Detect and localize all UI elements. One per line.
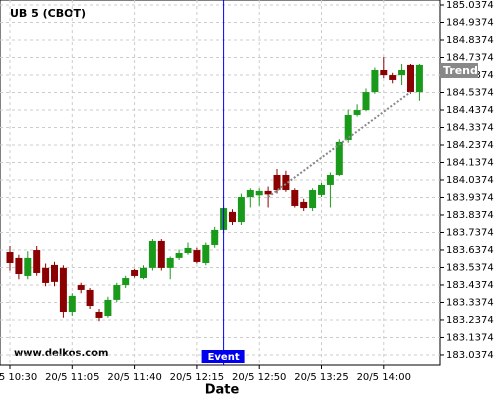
candle-body bbox=[398, 69, 406, 76]
x-tick-label: 20/5 12:50 bbox=[232, 372, 286, 383]
candle-body bbox=[353, 110, 361, 115]
watermark: www.delkos.com bbox=[14, 348, 108, 359]
y-tick-label: 183.1374 bbox=[446, 332, 494, 343]
y-tick-label: 183.7374 bbox=[446, 227, 494, 238]
candle-body bbox=[362, 92, 370, 111]
candle-body bbox=[255, 190, 263, 196]
candle-body bbox=[6, 251, 14, 263]
candle-body bbox=[380, 69, 388, 76]
candle-body bbox=[211, 229, 219, 245]
candle-body bbox=[59, 267, 67, 312]
y-tick-label: 183.4374 bbox=[446, 280, 494, 291]
candle-body bbox=[15, 257, 23, 275]
candle-body bbox=[86, 289, 94, 307]
event-label: Event bbox=[208, 352, 240, 363]
candle-body bbox=[77, 285, 85, 290]
y-tick-label: 183.8374 bbox=[446, 210, 494, 221]
candle-body bbox=[326, 174, 334, 185]
y-tick-label: 184.3374 bbox=[446, 122, 494, 133]
x-tick-label: 20/5 12:15 bbox=[170, 372, 224, 383]
trend-label: Trend bbox=[443, 64, 478, 77]
candle-body bbox=[42, 267, 50, 283]
candle-body bbox=[193, 250, 201, 262]
candle-body bbox=[344, 114, 352, 140]
y-tick-label: 183.3374 bbox=[446, 297, 494, 308]
trend-label-box bbox=[440, 63, 478, 78]
x-tick-label: 20/5 10:30 bbox=[0, 372, 37, 383]
candle-body bbox=[371, 69, 379, 93]
x-tick-label: 20/5 13:25 bbox=[294, 372, 348, 383]
x-tick-label: 20/5 11:40 bbox=[107, 372, 161, 383]
candle-body bbox=[113, 285, 121, 300]
candle-body bbox=[68, 295, 76, 312]
candle-body bbox=[33, 250, 41, 273]
candle-body bbox=[104, 299, 112, 317]
candle-body bbox=[407, 64, 414, 93]
candle-body bbox=[51, 264, 58, 282]
candle-body bbox=[229, 211, 236, 223]
candle-body bbox=[415, 64, 423, 93]
y-tick-label: 183.5374 bbox=[446, 262, 494, 273]
candle-body bbox=[335, 141, 343, 175]
y-tick-label: 184.2374 bbox=[446, 140, 494, 151]
y-tick-label: 183.9374 bbox=[446, 192, 494, 203]
x-tick-label: 20/5 11:05 bbox=[45, 372, 99, 383]
y-tick-label: 183.6374 bbox=[446, 245, 494, 256]
candle-body bbox=[157, 240, 165, 268]
y-tick-label: 184.5374 bbox=[446, 87, 494, 98]
x-tick-label: 20/5 14:00 bbox=[357, 372, 411, 383]
candle-body bbox=[246, 190, 254, 198]
candle-body bbox=[131, 269, 139, 276]
y-tick-label: 184.8374 bbox=[446, 35, 494, 46]
chart-title: UB 5 (CBOT) bbox=[10, 7, 86, 20]
candle-body bbox=[237, 197, 245, 223]
candle-body bbox=[122, 278, 130, 286]
y-tick-label: 184.9374 bbox=[446, 18, 494, 29]
y-tick-label: 184.1374 bbox=[446, 157, 494, 168]
candle-body bbox=[175, 253, 183, 258]
y-tick-label: 183.2374 bbox=[446, 315, 494, 326]
x-axis-title: Date bbox=[205, 383, 240, 398]
candle-body bbox=[202, 244, 210, 263]
candle-body bbox=[140, 267, 147, 279]
candle-body bbox=[282, 174, 290, 191]
candle-body bbox=[95, 311, 103, 318]
y-tick-label: 184.4374 bbox=[446, 105, 494, 116]
y-tick-label: 185.0374 bbox=[446, 0, 494, 11]
candle-body bbox=[309, 190, 317, 209]
candle-body bbox=[300, 201, 308, 209]
candle-body bbox=[24, 257, 32, 276]
candle-body bbox=[389, 75, 397, 80]
candle-body bbox=[184, 247, 192, 254]
y-tick-label: 184.0374 bbox=[446, 175, 494, 186]
trend-line bbox=[267, 91, 412, 198]
candle-body bbox=[148, 240, 156, 268]
candle-body bbox=[273, 174, 281, 191]
candle-body bbox=[291, 190, 299, 206]
candle-body bbox=[264, 190, 272, 195]
event-label-box bbox=[201, 350, 245, 363]
y-tick-label: 184.7374 bbox=[446, 52, 494, 63]
candle-body bbox=[318, 184, 325, 195]
candle-body bbox=[166, 257, 174, 268]
y-tick-label: 183.0374 bbox=[446, 350, 494, 361]
